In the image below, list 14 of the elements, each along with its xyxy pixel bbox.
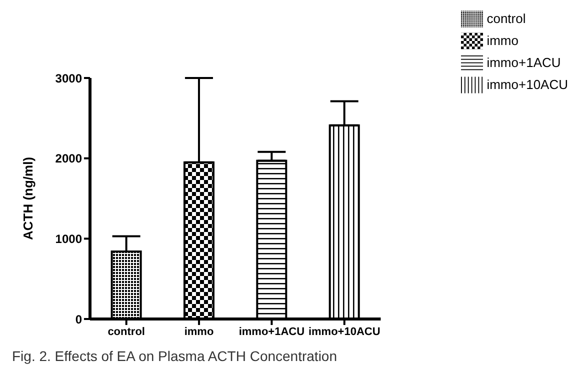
x-tick-label: immo+10ACU bbox=[308, 326, 380, 338]
y-axis-title: ACTH (ng/ml) bbox=[20, 156, 36, 240]
x-tick-label: immo bbox=[184, 326, 214, 338]
legend-label: immo bbox=[486, 33, 518, 48]
y-tick-label: 2000 bbox=[55, 152, 82, 166]
x-tick-label: control bbox=[108, 326, 145, 338]
y-tick-label: 1000 bbox=[55, 232, 82, 246]
legend-label: control bbox=[486, 11, 526, 26]
legend-label: immo+1ACU bbox=[486, 55, 561, 70]
x-tick-label: immo+1ACU bbox=[238, 326, 305, 338]
y-tick-label: 0 bbox=[75, 312, 82, 326]
legend-label: immo+10ACU bbox=[486, 77, 568, 92]
y-tick-label: 3000 bbox=[55, 71, 82, 86]
caption: Fig. 2. Effects of EA on Plasma ACTH Concentration bbox=[12, 348, 338, 364]
